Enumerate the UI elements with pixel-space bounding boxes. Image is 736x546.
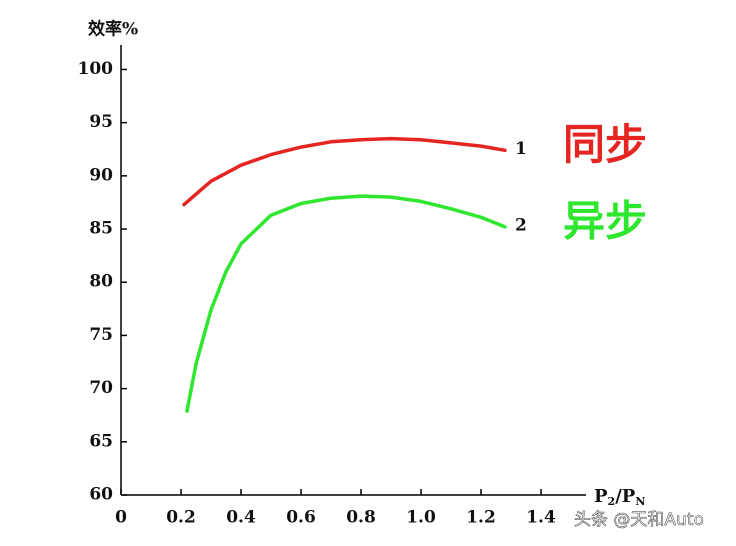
y-axis-label: 效率%	[88, 19, 138, 40]
line-series	[182, 136, 507, 207]
x-tick-label: 1.2	[466, 508, 496, 528]
x-axis-label-part: /P	[615, 486, 636, 507]
x-tick-label: 1.4	[526, 508, 556, 528]
x-tick-label: 0.6	[286, 508, 316, 528]
x-axis-label-part: N	[635, 495, 645, 508]
x-tick-label: 0.2	[166, 508, 196, 528]
watermark: 头条 @天和Auto	[574, 510, 704, 530]
y-tick-label: 95	[89, 112, 113, 132]
series-label: 异步	[563, 196, 647, 245]
x-tick-label: 0	[115, 508, 127, 528]
line-series	[185, 194, 507, 413]
series-label: 同步	[563, 120, 647, 169]
series-name: 1	[515, 139, 527, 159]
y-tick-label: 70	[89, 378, 113, 398]
x-tick-label: 0.8	[346, 508, 376, 528]
x-axis-label: P2/PN	[594, 486, 645, 508]
x-tick-label: 1.0	[406, 508, 436, 528]
y-tick-label: 90	[89, 165, 113, 185]
y-tick-label: 75	[89, 325, 113, 345]
series-name: 2	[515, 215, 527, 235]
x-axis-label-part: 2	[608, 495, 616, 508]
y-tick-label: 80	[89, 272, 113, 292]
x-tick-label: 0.4	[226, 508, 256, 528]
y-tick-label: 100	[78, 59, 114, 79]
y-tick-label: 65	[89, 431, 113, 451]
y-tick-label: 85	[89, 219, 113, 239]
x-axis-label-part: P	[594, 486, 608, 507]
y-tick-label: 60	[89, 485, 113, 505]
